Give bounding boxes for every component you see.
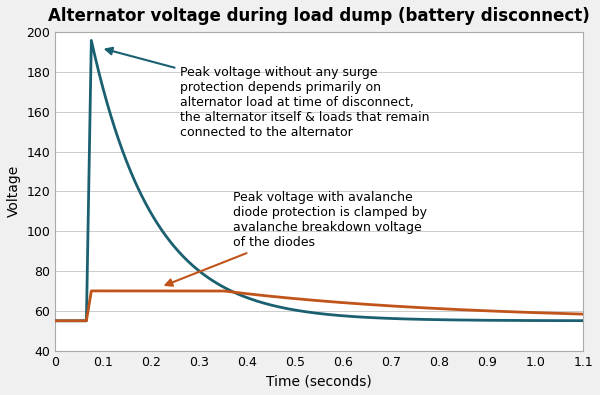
Text: Peak voltage with avalanche
diode protection is clamped by
avalanche breakdown v: Peak voltage with avalanche diode protec… [166, 191, 427, 286]
Y-axis label: Voltage: Voltage [7, 165, 21, 218]
Title: Alternator voltage during load dump (battery disconnect): Alternator voltage during load dump (bat… [49, 7, 590, 25]
X-axis label: Time (seconds): Time (seconds) [266, 374, 372, 388]
Text: Peak voltage without any surge
protection depends primarily on
alternator load a: Peak voltage without any surge protectio… [106, 48, 430, 139]
